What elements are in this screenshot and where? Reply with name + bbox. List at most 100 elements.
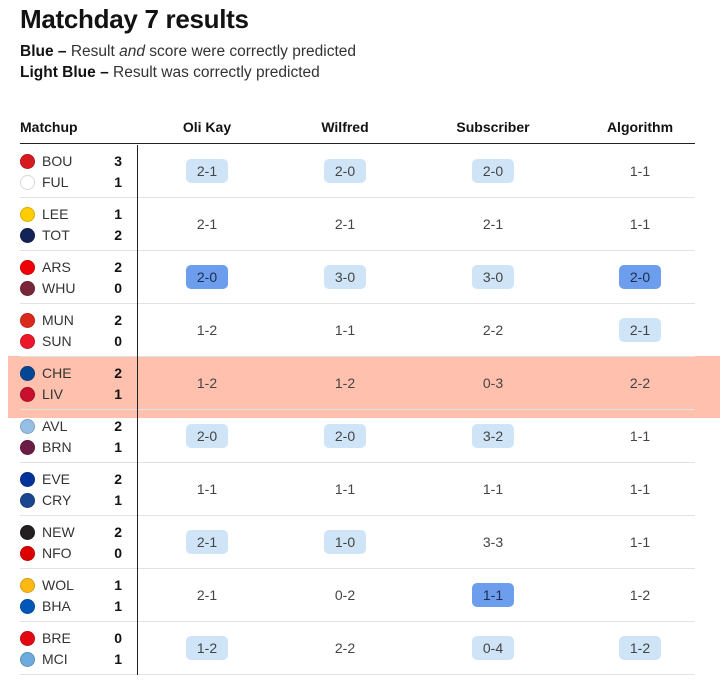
match-row: BRE MCI 0 1 1-2 2-2 0-4 1-2 xyxy=(20,622,695,675)
away-team-abbr: BRN xyxy=(42,439,72,455)
prediction-subscriber: 0-4 xyxy=(433,636,553,660)
home-team: CHE xyxy=(20,363,72,383)
home-team: ARS xyxy=(20,257,71,277)
away-team: BHA xyxy=(20,596,71,616)
legend-blue-emphasis: and xyxy=(119,43,145,60)
prediction-algorithm: 2-0 xyxy=(580,265,700,289)
home-score: 1 xyxy=(114,577,122,593)
away-team: MCI xyxy=(20,649,68,669)
away-team: NFO xyxy=(20,543,72,563)
home-score: 2 xyxy=(114,259,122,275)
away-crest-icon xyxy=(20,545,35,561)
prediction-value: 1-2 xyxy=(334,375,356,391)
away-crest-icon xyxy=(20,174,35,190)
home-team-abbr: BOU xyxy=(42,153,73,169)
prediction-algorithm: 1-2 xyxy=(580,583,700,607)
match-row: EVE CRY 2 1 1-1 1-1 1-1 1-1 xyxy=(20,463,695,516)
header-algorithm: Algorithm xyxy=(606,119,674,135)
match-row: BOU FUL 3 1 2-1 2-0 2-0 1-1 xyxy=(20,145,695,198)
home-team: EVE xyxy=(20,469,70,489)
highlight-band xyxy=(8,356,720,418)
away-crest-icon xyxy=(20,492,35,508)
header-subscriber: Subscriber xyxy=(456,119,530,135)
prediction-wilfred: 1-0 xyxy=(285,530,405,554)
home-score: 0 xyxy=(114,630,122,646)
prediction-value: 0-2 xyxy=(334,587,356,603)
home-team-abbr: LEE xyxy=(42,206,69,222)
prediction-value: 2-1 xyxy=(334,216,356,232)
home-crest-icon xyxy=(20,153,35,169)
legend-blue-text: Result xyxy=(66,43,120,60)
prediction-value: 1-1 xyxy=(482,481,504,497)
home-crest-icon xyxy=(20,418,35,434)
prediction-subscriber: 3-3 xyxy=(433,530,553,554)
prediction-algorithm: 1-2 xyxy=(580,636,700,660)
prediction-value: 3-0 xyxy=(324,265,366,289)
match-row: CHE LIV 2 1 1-2 1-2 0-3 2-2 xyxy=(20,357,695,410)
prediction-subscriber: 1-1 xyxy=(433,583,553,607)
prediction-value: 3-0 xyxy=(472,265,514,289)
away-score: 2 xyxy=(114,227,122,243)
match-row: MUN SUN 2 0 1-2 1-1 2-2 2-1 xyxy=(20,304,695,357)
prediction-value: 2-2 xyxy=(334,640,356,656)
legend-blue-label: Blue – xyxy=(20,43,67,60)
prediction-value: 1-2 xyxy=(619,636,661,660)
home-score: 2 xyxy=(114,524,122,540)
prediction-value: 1-1 xyxy=(629,163,651,179)
home-team-abbr: ARS xyxy=(42,259,71,275)
prediction-value: 0-3 xyxy=(482,375,504,391)
away-score: 1 xyxy=(114,651,122,667)
prediction-wilfred: 2-0 xyxy=(285,159,405,183)
home-team: LEE xyxy=(20,204,68,224)
home-score: 2 xyxy=(114,365,122,381)
prediction-algorithm: 1-1 xyxy=(580,477,700,501)
prediction-value: 0-4 xyxy=(472,636,514,660)
home-team-abbr: WOL xyxy=(42,577,74,593)
away-crest-icon xyxy=(20,280,35,296)
prediction-value: 2-0 xyxy=(186,265,228,289)
home-crest-icon xyxy=(20,630,35,646)
prediction-value: 2-1 xyxy=(186,530,228,554)
prediction-value: 2-1 xyxy=(482,216,504,232)
home-team-abbr: MUN xyxy=(42,312,74,328)
prediction-algorithm: 1-1 xyxy=(580,530,700,554)
prediction-wilfred: 2-1 xyxy=(285,212,405,236)
prediction-subscriber: 2-2 xyxy=(433,318,553,342)
home-team-abbr: NEW xyxy=(42,524,75,540)
home-team: NEW xyxy=(20,522,75,542)
match-row: ARS WHU 2 0 2-0 3-0 3-0 2-0 xyxy=(20,251,695,304)
away-score: 1 xyxy=(114,174,122,190)
match-row: WOL BHA 1 1 2-1 0-2 1-1 1-2 xyxy=(20,569,695,622)
prediction-oli-kay: 2-1 xyxy=(147,583,267,607)
legend-blue: Blue – Result and score were correctly p… xyxy=(20,43,356,61)
home-team: BRE xyxy=(20,628,71,648)
away-team-abbr: LIV xyxy=(42,386,64,402)
prediction-oli-kay: 1-1 xyxy=(147,477,267,501)
prediction-value: 1-1 xyxy=(629,216,651,232)
prediction-wilfred: 2-0 xyxy=(285,424,405,448)
prediction-wilfred: 1-1 xyxy=(285,477,405,501)
away-team: LIV xyxy=(20,384,63,404)
prediction-oli-kay: 1-2 xyxy=(147,318,267,342)
prediction-value: 2-1 xyxy=(196,587,218,603)
home-team-abbr: AVL xyxy=(42,418,68,434)
home-score: 1 xyxy=(114,206,122,222)
prediction-value: 2-0 xyxy=(186,424,228,448)
home-team: BOU xyxy=(20,151,72,171)
prediction-subscriber: 2-0 xyxy=(433,159,553,183)
table-header: Matchup Oli Kay Wilfred Subscriber Algor… xyxy=(20,112,695,144)
away-score: 0 xyxy=(114,333,122,349)
home-team: MUN xyxy=(20,310,74,330)
prediction-value: 3-3 xyxy=(482,534,504,550)
away-team-abbr: FUL xyxy=(42,174,69,190)
away-team-abbr: CRY xyxy=(42,492,72,508)
prediction-wilfred: 0-2 xyxy=(285,583,405,607)
prediction-value: 1-0 xyxy=(324,530,366,554)
header-wilfred: Wilfred xyxy=(321,119,369,135)
prediction-wilfred: 1-1 xyxy=(285,318,405,342)
prediction-value: 1-2 xyxy=(186,636,228,660)
prediction-subscriber: 2-1 xyxy=(433,212,553,236)
prediction-value: 2-2 xyxy=(629,375,651,391)
away-team: SUN xyxy=(20,331,72,351)
home-score: 2 xyxy=(114,312,122,328)
